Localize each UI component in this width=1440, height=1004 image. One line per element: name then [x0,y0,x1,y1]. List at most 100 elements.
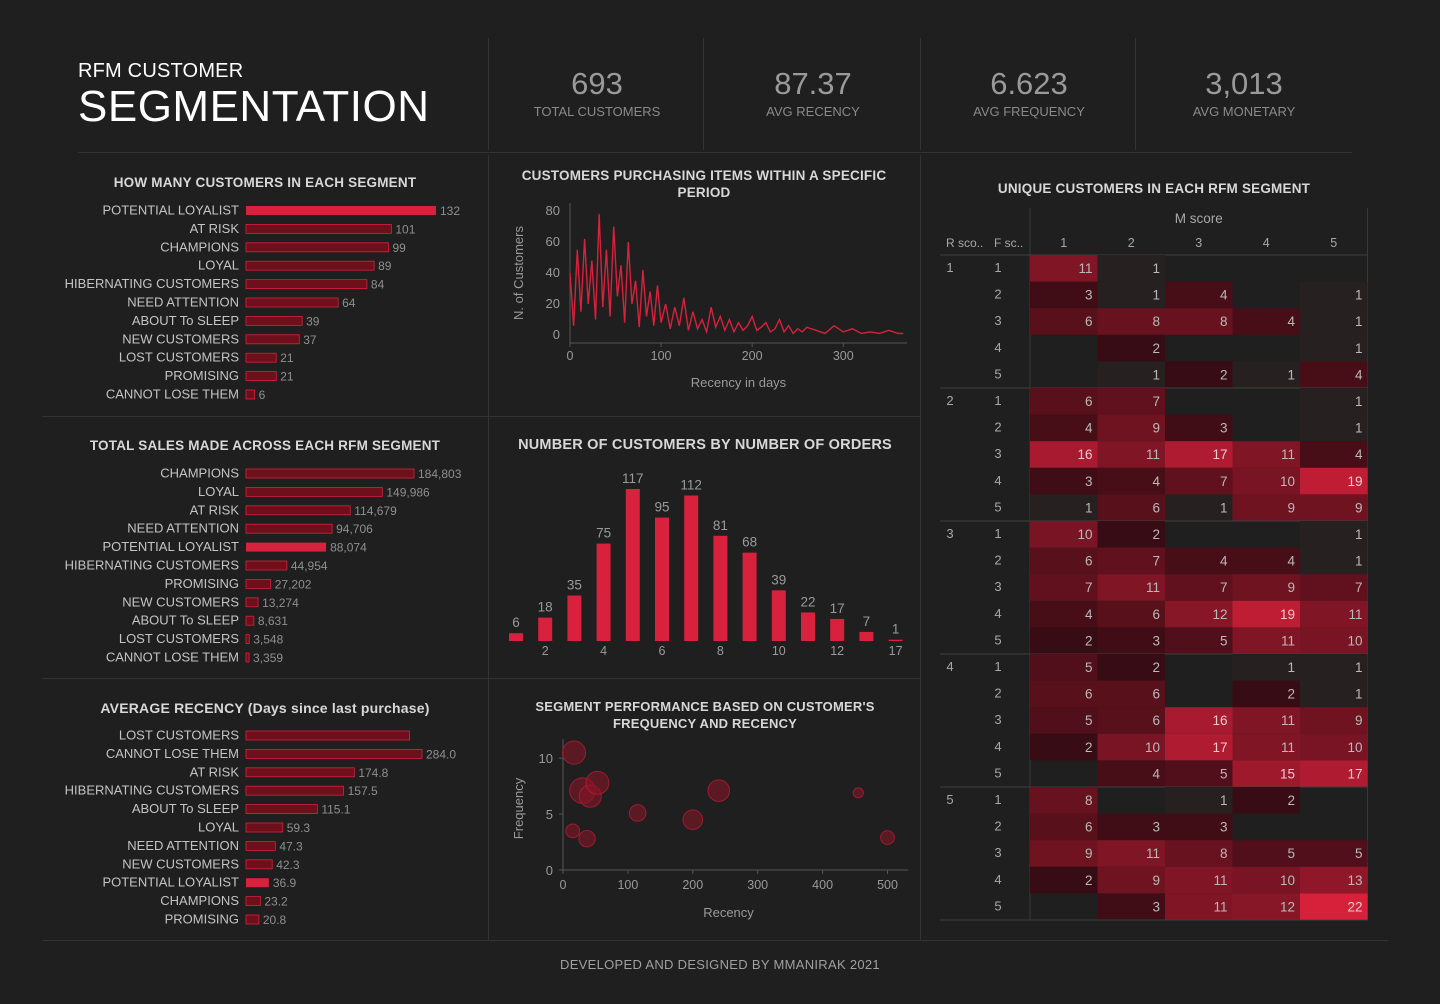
bubble-point[interactable] [565,823,581,839]
heatmap-cell[interactable] [1165,893,1233,920]
bar[interactable] [245,560,288,571]
heatmap-cell[interactable] [1300,281,1368,309]
bar[interactable] [245,859,273,870]
bar[interactable] [246,878,269,888]
heatmap-cell[interactable] [1300,334,1368,362]
histogram-bar[interactable] [655,517,669,641]
heatmap-cell[interactable] [1030,494,1098,521]
heatmap-cell[interactable] [1165,600,1233,628]
bar[interactable] [245,505,351,516]
heatmap-cell[interactable] [1232,760,1301,787]
heatmap-cell[interactable] [1300,494,1368,521]
bar[interactable] [245,260,375,271]
heatmap-cell[interactable] [1165,574,1233,601]
heatmap-cell[interactable] [1300,760,1368,787]
heatmap-cell[interactable] [1030,388,1098,415]
heatmap-cell[interactable] [1232,494,1301,521]
histogram-bar[interactable] [684,495,699,641]
heatmap-cell[interactable] [1097,255,1166,282]
histogram-bar[interactable] [888,639,903,641]
heatmap-cell[interactable] [1165,787,1233,814]
heatmap-cell[interactable] [1232,308,1301,335]
heatmap-cell[interactable] [1232,707,1301,734]
heatmap-cell[interactable] [1232,574,1301,601]
bar[interactable] [245,748,423,759]
heatmap-cell[interactable] [1097,414,1166,442]
heatmap-cell[interactable] [1232,866,1301,894]
heatmap-cell[interactable] [1097,813,1166,841]
heatmap-cell[interactable] [1300,414,1368,442]
heatmap-cell[interactable] [1097,361,1166,388]
heatmap-cell[interactable] [1097,600,1166,628]
bar[interactable] [245,615,255,626]
bubble-point[interactable] [852,787,864,799]
heatmap-cell[interactable] [1232,627,1301,654]
bar[interactable] [245,297,339,308]
histogram-bar[interactable] [596,543,611,641]
heatmap-cell[interactable] [1097,627,1166,654]
heatmap-cell[interactable] [1030,813,1098,841]
heatmap-cell[interactable] [1300,840,1368,867]
heatmap-cell[interactable] [1232,547,1301,575]
heatmap-cell[interactable] [1232,787,1301,814]
bar[interactable] [245,841,276,851]
heatmap-cell[interactable] [1232,733,1301,761]
heatmap-cell[interactable] [1165,441,1233,468]
bubble-point[interactable] [682,809,704,830]
heatmap-cell[interactable] [1300,441,1368,468]
bubble-point[interactable] [628,804,647,822]
histogram-bar[interactable] [742,552,757,641]
bar[interactable] [245,652,250,663]
heatmap-cell[interactable] [1030,787,1098,814]
heatmap-cell[interactable] [1030,627,1098,654]
heatmap-cell[interactable] [1097,707,1166,734]
heatmap-cell[interactable] [1165,866,1233,894]
bar[interactable] [245,468,415,479]
bar[interactable] [245,523,333,534]
bar[interactable] [245,486,383,497]
bubble-point[interactable] [880,830,895,845]
heatmap-cell[interactable] [1300,388,1368,415]
bubble-point[interactable] [578,830,596,848]
heatmap-cell[interactable] [1165,840,1233,867]
histogram-bar[interactable] [801,612,815,641]
heatmap-cell[interactable] [1097,334,1166,362]
heatmap-cell[interactable] [1030,707,1098,734]
heatmap-cell[interactable] [1300,547,1368,575]
bar[interactable] [245,223,392,234]
heatmap-cell[interactable] [1232,840,1301,867]
histogram-bar[interactable] [538,617,553,641]
bar[interactable] [245,730,411,741]
bar[interactable] [245,334,300,345]
histogram-bar[interactable] [509,633,523,641]
heatmap-cell[interactable] [1165,813,1233,841]
histogram-bar[interactable] [830,618,845,641]
heatmap-cell[interactable] [1030,467,1098,495]
bar[interactable] [245,896,261,907]
heatmap-cell[interactable] [1165,733,1233,761]
heatmap-cell[interactable] [1232,893,1301,920]
heatmap-cell[interactable] [1232,361,1301,388]
heatmap-cell[interactable] [1300,308,1368,335]
bar[interactable] [246,542,327,552]
heatmap-cell[interactable] [1097,388,1166,415]
heatmap-cell[interactable] [1030,680,1098,708]
histogram-bar[interactable] [567,595,582,641]
heatmap-cell[interactable] [1165,281,1233,309]
histogram-bar[interactable] [771,590,786,641]
heatmap-cell[interactable] [1097,521,1166,548]
bar[interactable] [245,352,277,363]
heatmap-cell[interactable] [1300,574,1368,601]
heatmap-cell[interactable] [1030,547,1098,575]
heatmap-cell[interactable] [1232,441,1301,468]
heatmap-cell[interactable] [1165,547,1233,575]
heatmap-cell[interactable] [1030,866,1098,894]
bar[interactable] [245,804,318,814]
bubble-point[interactable] [707,779,731,802]
bubble-point[interactable] [585,770,610,795]
histogram-bar[interactable] [859,631,874,641]
bar[interactable] [245,279,368,289]
heatmap-cell[interactable] [1097,866,1166,894]
heatmap-cell[interactable] [1300,893,1368,920]
bar[interactable] [245,597,259,608]
